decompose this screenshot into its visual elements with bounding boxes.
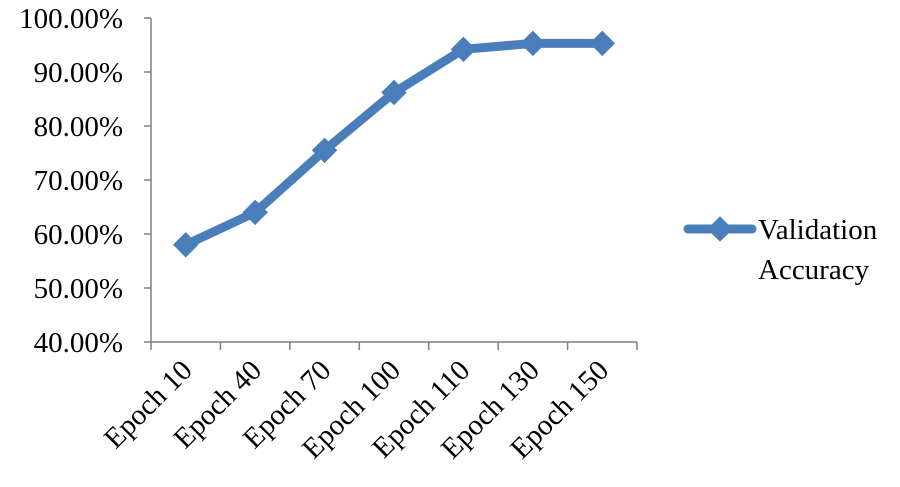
legend: Validation Accuracy [683, 214, 878, 286]
y-tick-label: 60.00% [34, 219, 123, 251]
data-point-marker [450, 36, 477, 63]
y-tick-label: 50.00% [34, 273, 123, 305]
data-point-marker [381, 79, 407, 106]
y-tick-label: 80.00% [34, 111, 123, 143]
data-point-marker [520, 30, 546, 57]
y-axis: 40.00% 50.00% 60.00% 70.00% 80.00% 90.00% 100.… [19, 3, 152, 359]
y-tick-label: 90.00% [34, 57, 123, 89]
data-point-marker [311, 137, 338, 164]
y-tick-label: 40.00% [34, 327, 123, 359]
series-validation-accuracy [172, 30, 616, 258]
legend-marker [707, 216, 733, 242]
legend-label-line1: Validation [758, 214, 878, 246]
data-point-marker [589, 30, 616, 57]
y-tick-label: 70.00% [34, 165, 123, 197]
y-tick-label: 100.00% [19, 3, 123, 35]
legend-label-line2: Accuracy [758, 254, 870, 286]
